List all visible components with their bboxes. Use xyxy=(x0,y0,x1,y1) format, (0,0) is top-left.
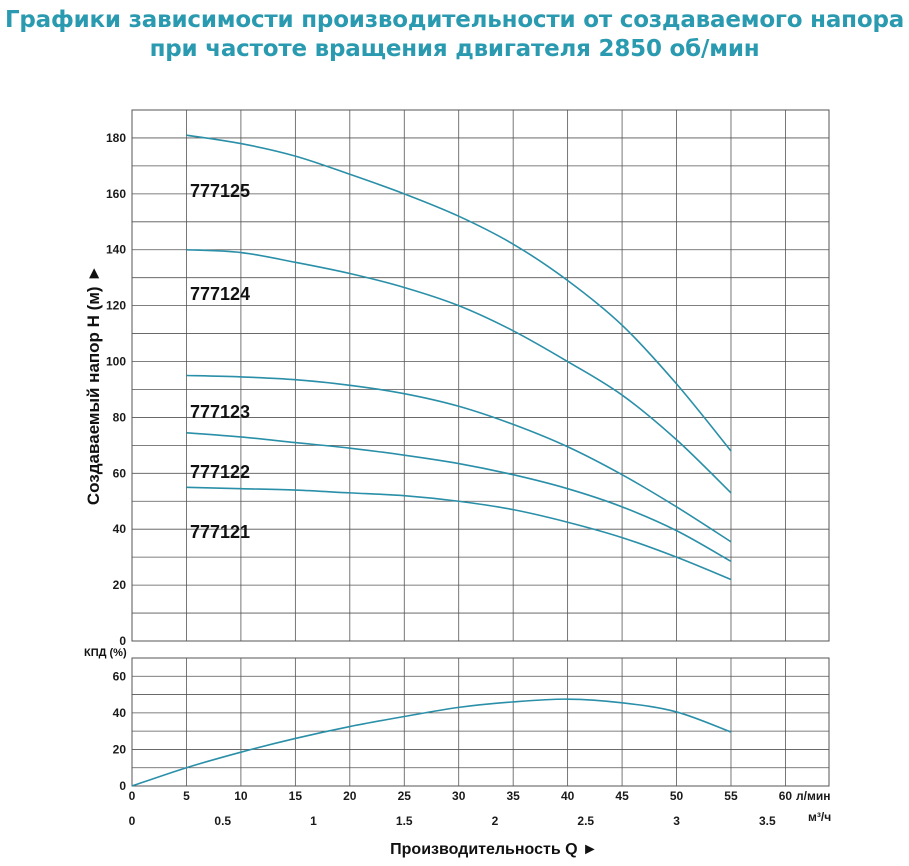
x-tick-label-lmin: 55 xyxy=(724,789,738,803)
x-tick-label-lmin: 5 xyxy=(183,789,190,803)
y-axis-label-head: Создаваемый напор H (м) ► xyxy=(84,265,103,505)
x-tick-label-lmin: 35 xyxy=(506,789,520,803)
y-tick-label: 20 xyxy=(113,578,127,592)
grid-layer xyxy=(131,109,830,787)
y-tick-label: 140 xyxy=(106,243,126,257)
x-tick-label-lmin: 30 xyxy=(452,789,466,803)
x-tick-label-lmin: 20 xyxy=(343,789,357,803)
x-unit-lmin: л/мин xyxy=(796,789,830,803)
x-tick-label-lmin: 0 xyxy=(129,789,136,803)
y-tick-label: 160 xyxy=(106,187,126,201)
x-tick-label-lmin: 25 xyxy=(398,789,412,803)
x-tick-label-m3h: 0 xyxy=(129,814,136,828)
head-curve-777121 xyxy=(186,486,732,581)
y-tick-label: 80 xyxy=(113,410,127,424)
model-label-777121: 777121 xyxy=(190,522,250,542)
x-tick-label-m3h: 2 xyxy=(492,814,499,828)
model-label-777125: 777125 xyxy=(190,181,250,201)
y-tick-label-efficiency: 0 xyxy=(119,779,126,793)
model-label-777124: 777124 xyxy=(190,284,250,304)
y-tick-label: 40 xyxy=(113,522,127,536)
x-tick-label-lmin: 40 xyxy=(561,789,575,803)
x-unit-m3h: м³/ч xyxy=(808,810,831,824)
x-tick-label-m3h: 0.5 xyxy=(214,814,231,828)
y-tick-label-efficiency: 60 xyxy=(113,669,127,683)
efficiency-plot-frame xyxy=(131,657,830,787)
x-axis-label: Производительность Q ► xyxy=(390,841,598,858)
y-tick-label: 60 xyxy=(113,466,127,480)
x-tick-label-lmin: 10 xyxy=(234,789,248,803)
chart-title: Графики зависимости производительности о… xyxy=(0,6,909,64)
y-tick-label: 120 xyxy=(106,299,126,313)
y-tick-label: 180 xyxy=(106,131,126,145)
x-tick-label-m3h: 3.5 xyxy=(759,814,776,828)
main-plot-frame xyxy=(131,109,830,642)
y-tick-label: 0 xyxy=(119,634,126,648)
x-tick-label-m3h: 1 xyxy=(310,814,317,828)
x-tick-label-lmin: 15 xyxy=(289,789,303,803)
y-axis-label-efficiency: КПД (%) xyxy=(84,647,127,659)
model-label-777123: 777123 xyxy=(190,402,250,422)
x-tick-label-lmin: 60 xyxy=(779,789,793,803)
y-tick-label-efficiency: 20 xyxy=(113,742,127,756)
x-tick-label-m3h: 3 xyxy=(673,814,680,828)
curve-layer xyxy=(131,134,732,787)
head-curve-777125 xyxy=(186,134,732,452)
x-tick-label-m3h: 2.5 xyxy=(577,814,594,828)
y-tick-label-efficiency: 40 xyxy=(113,706,127,720)
x-tick-label-lmin: 50 xyxy=(670,789,684,803)
head-curve-777123 xyxy=(186,374,732,543)
head-curve-777122 xyxy=(186,431,732,563)
efficiency-curve xyxy=(131,698,732,787)
model-label-777122: 777122 xyxy=(190,462,250,482)
title-line-1: Графики зависимости производительности о… xyxy=(4,7,905,33)
y-tick-label: 100 xyxy=(106,355,126,369)
x-tick-label-m3h: 1.5 xyxy=(396,814,413,828)
title-line-2: при частоте вращения двигателя 2850 об/м… xyxy=(149,36,760,62)
head-curve-777124 xyxy=(186,248,732,494)
x-tick-label-lmin: 45 xyxy=(615,789,629,803)
